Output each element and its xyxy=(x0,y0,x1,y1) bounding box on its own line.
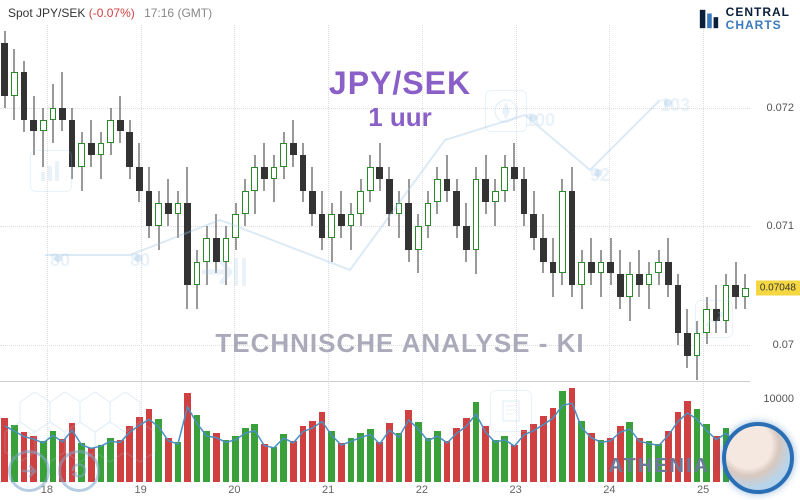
time-axis: 1819202122232425 xyxy=(0,484,750,498)
time-tick: 19 xyxy=(135,484,147,496)
nav-next-button[interactable] xyxy=(58,450,100,492)
timeframe-label: 1 uur xyxy=(329,102,471,133)
chart-header: Spot JPY/SEK (-0.07%) 17:16 (GMT) xyxy=(8,6,212,20)
logo-icon xyxy=(698,8,720,30)
athenia-label: ATHENIA xyxy=(609,455,710,478)
price-change: (-0.07%) xyxy=(89,6,135,20)
pair-symbol: JPY/SEK xyxy=(329,65,471,102)
arrow-right-icon xyxy=(19,461,39,481)
pair-overlay: JPY/SEK 1 uur xyxy=(329,65,471,133)
arrow-right-icon xyxy=(200,250,250,294)
logo-text: CENTRAL CHARTS xyxy=(726,6,790,32)
watermark-number: 92 xyxy=(590,165,610,186)
bars-icon xyxy=(38,158,64,184)
nav-prev-button[interactable] xyxy=(8,450,50,492)
refresh-icon xyxy=(69,461,89,481)
watermark-number: 103 xyxy=(660,95,690,116)
watermark-arrow-icon xyxy=(200,250,250,299)
instrument-title: Spot JPY/SEK xyxy=(8,6,85,20)
time-tick: 23 xyxy=(510,484,522,496)
time-tick: 22 xyxy=(416,484,428,496)
watermark-widget-icon xyxy=(30,150,72,192)
watermark-number: 80 xyxy=(130,250,150,271)
watermark-number: 80 xyxy=(50,250,70,271)
trend-up-icon xyxy=(703,308,725,330)
time-tick: 25 xyxy=(697,484,709,496)
athenia-avatar[interactable] xyxy=(722,422,794,494)
time-tick: 21 xyxy=(322,484,334,496)
brand-logo[interactable]: CENTRAL CHARTS xyxy=(698,6,790,32)
analysis-label: TECHNISCHE ANALYSE - KI xyxy=(215,328,584,359)
watermark-number: 100 xyxy=(525,110,555,131)
time-tick: 20 xyxy=(228,484,240,496)
time-tick: 24 xyxy=(603,484,615,496)
compass-icon xyxy=(493,98,519,124)
timestamp: 17:16 (GMT) xyxy=(144,6,212,20)
watermark-trend-icon xyxy=(695,300,733,338)
watermark-compass-icon xyxy=(485,90,527,132)
